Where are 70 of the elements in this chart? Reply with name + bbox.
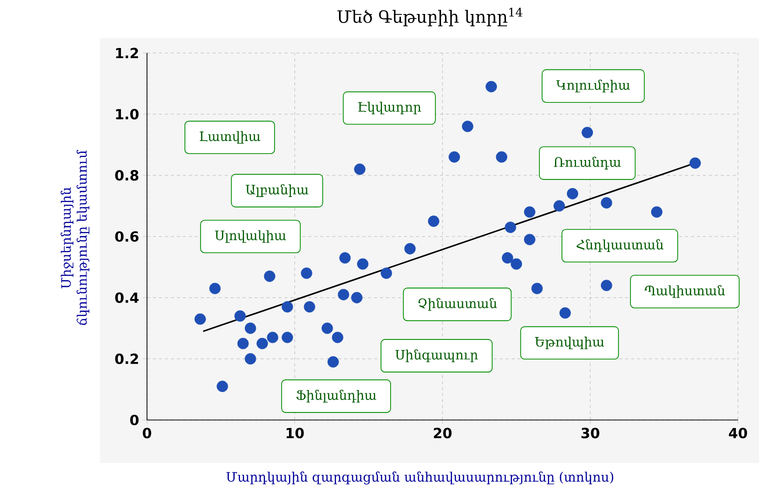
chart-title: Մեծ Գեթսբիի կորը$^{14}$: [337, 8, 522, 26]
x-tick-label: 30: [581, 428, 600, 438]
point: [502, 252, 514, 264]
annotation: Ռուանդա: [554, 156, 621, 170]
annotation: Եթովպիա: [535, 336, 604, 350]
point: [582, 126, 593, 138]
point: [404, 243, 416, 254]
x-tick-label: 40: [728, 428, 748, 438]
point: [304, 301, 316, 313]
point: [554, 200, 565, 212]
annotation: Սինգապուր: [395, 349, 478, 362]
point: [209, 282, 221, 294]
point: [237, 338, 249, 350]
annotation: Ալբանիա: [246, 184, 308, 197]
point: [216, 380, 228, 392]
point: [600, 197, 612, 209]
annotation: Սլովակիա: [214, 230, 286, 243]
point: [531, 282, 543, 294]
y-tick-label: 1.2: [116, 48, 138, 58]
x-tick-label: 20: [434, 428, 452, 438]
point: [300, 268, 312, 279]
point: [462, 120, 474, 132]
point: [524, 234, 536, 246]
point: [448, 151, 460, 163]
point: [486, 80, 497, 92]
point: [524, 206, 536, 218]
y-tick-label: 0.4: [115, 292, 139, 303]
point: [351, 292, 362, 304]
point: [510, 258, 522, 270]
y-tick-label: 1.0: [116, 108, 139, 120]
y-tick-label: 0.6: [115, 231, 138, 242]
point: [339, 252, 351, 264]
point: [428, 216, 440, 227]
x-axis-title: Մարդկային զարգացման անհավասարությունը (տոկոս): [226, 472, 614, 484]
point: [689, 157, 701, 169]
point: [256, 338, 268, 350]
point: [504, 222, 516, 233]
y-tick-label: 0.2: [115, 354, 138, 364]
x-tick-label: 0: [142, 428, 152, 438]
point: [559, 307, 571, 319]
x-tick-label: 10: [286, 428, 304, 438]
point: [338, 288, 350, 300]
annotation: Կոլումբիա: [556, 80, 630, 92]
annotation: Հնդկաստան: [576, 239, 664, 252]
point: [282, 332, 294, 344]
point: [327, 356, 339, 368]
y-axis-title: Միջսերնդային ճկունությունը եկամտում: [60, 150, 90, 325]
annotation: Ֆինլանդիա: [296, 390, 376, 402]
point: [322, 322, 333, 334]
annotation: Պակիստան: [644, 285, 725, 298]
y-tick-label: 0.8: [115, 170, 138, 181]
point: [282, 301, 294, 313]
point: [496, 151, 508, 163]
point: [234, 310, 246, 322]
point: [266, 332, 278, 344]
annotation: Չինաստան: [418, 298, 497, 311]
point: [244, 322, 256, 334]
point: [380, 268, 392, 279]
point: [600, 280, 612, 292]
point: [357, 258, 368, 270]
y-tick-label: 0: [130, 414, 139, 426]
point: [332, 332, 344, 344]
point: [244, 353, 256, 365]
point: [566, 188, 578, 200]
point: [651, 206, 662, 218]
annotation: Լատվիա: [200, 131, 260, 144]
point: [264, 270, 276, 282]
annotation: Էկվադոր: [358, 102, 422, 114]
point: [194, 313, 206, 325]
point: [354, 164, 366, 175]
